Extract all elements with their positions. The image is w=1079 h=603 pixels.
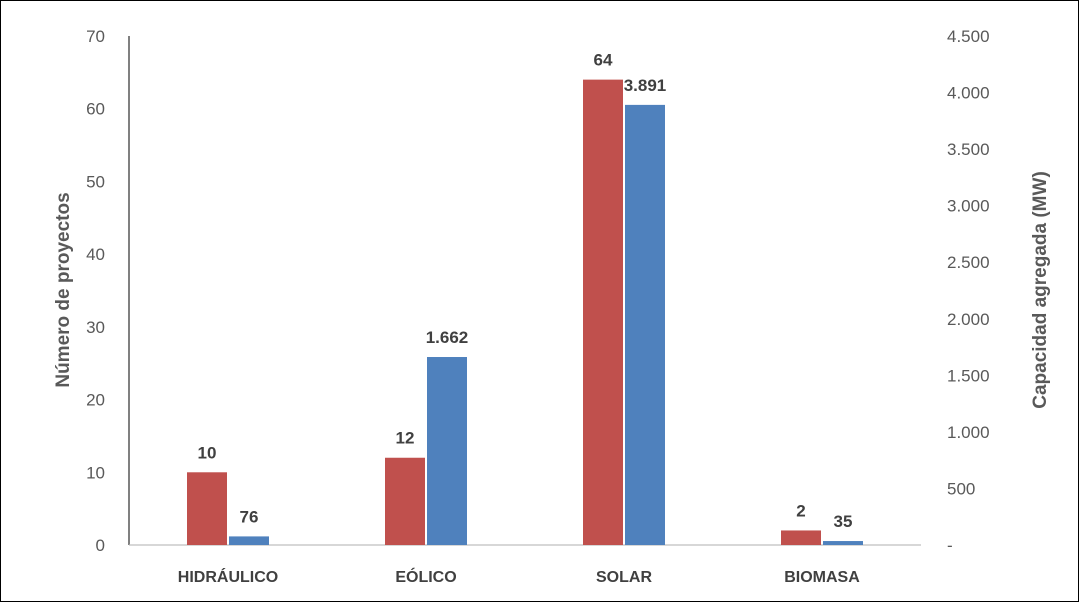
data-label: 12 [396, 429, 415, 448]
y-tick-label: 10 [86, 463, 105, 482]
bar-projects [187, 472, 227, 545]
y-tick-label: 0 [96, 536, 105, 555]
x-category-label: BIOMASA [784, 569, 860, 586]
y2-tick-label: 4.000 [947, 84, 990, 103]
y2-tick-label: 2.500 [947, 253, 990, 272]
data-label: 2 [796, 501, 805, 520]
y-tick-label: 40 [86, 245, 105, 264]
bar-projects [385, 457, 425, 545]
bar-capacity [823, 541, 863, 545]
y2-tick-label: 4.500 [947, 27, 990, 46]
data-label: 76 [240, 507, 259, 526]
bar-projects [583, 79, 623, 545]
y2-tick-label: 1.000 [947, 423, 990, 442]
y2-tick-label: 3.500 [947, 140, 990, 159]
y2-tick-label: 1.500 [947, 366, 990, 385]
x-category-label: SOLAR [596, 569, 652, 586]
y2-tick-label: 3.000 [947, 197, 990, 216]
y-axis-title: Número de proyectos [53, 192, 74, 387]
x-category-label: EÓLICO [395, 567, 456, 586]
y2-tick-label: 2.000 [947, 310, 990, 329]
y2-tick-label: - [947, 536, 953, 555]
y-tick-label: 70 [86, 27, 105, 46]
plot-area: 0 10 20 30 40 50 60 70 - 500 1.000 1.500 2.000 2.500 3… [86, 27, 989, 586]
data-label: 1.662 [426, 328, 469, 347]
bar-capacity [427, 357, 467, 545]
data-label: 10 [198, 443, 217, 462]
y-tick-label: 30 [86, 318, 105, 337]
y-tick-label: 20 [86, 391, 105, 410]
data-label: 64 [594, 51, 613, 70]
y-tick-label: 50 [86, 172, 105, 191]
x-category-label: HIDRÁULICO [178, 567, 278, 586]
bar-capacity [229, 536, 269, 545]
bar-capacity [625, 104, 665, 545]
y-tick-label: 60 [86, 100, 105, 119]
data-label: 35 [834, 512, 853, 531]
bar-projects [781, 530, 821, 545]
y2-tick-label: 500 [947, 479, 975, 498]
data-label: 3.891 [624, 76, 667, 95]
y2-axis-title: Capacidad agregada (MW) [1030, 171, 1051, 409]
